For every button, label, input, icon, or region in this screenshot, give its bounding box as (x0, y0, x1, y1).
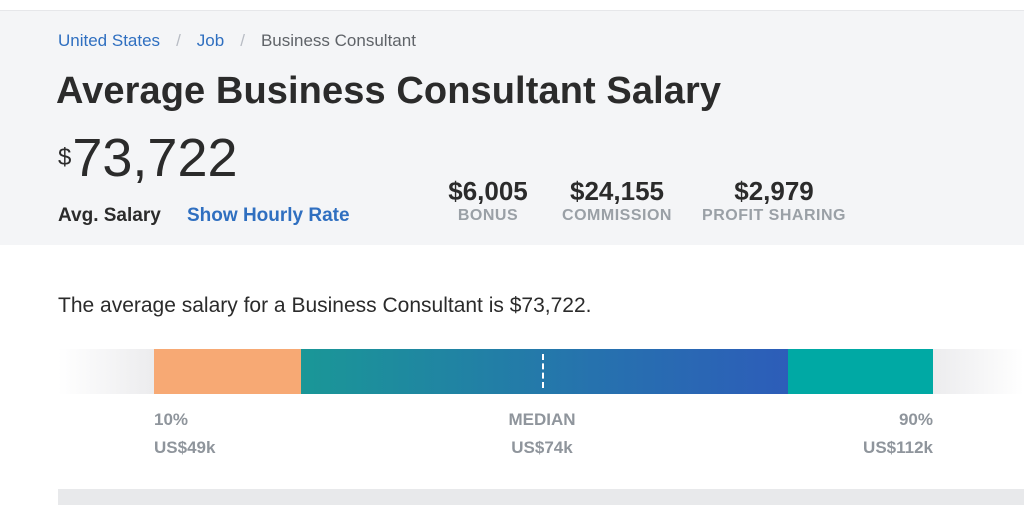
salary-amount: 73,722 (72, 128, 238, 188)
bonus-value: $6,005 (448, 176, 528, 206)
breadcrumb-link-country[interactable]: United States (58, 31, 161, 50)
salary-range-low-segment (154, 349, 301, 394)
profit-sharing-value: $2,979 (734, 176, 814, 206)
percentile-10-label: 10% (154, 410, 189, 429)
salary-summary-text: The average salary for a Business Consul… (58, 294, 592, 317)
next-section-strip (58, 489, 1024, 505)
median-amount: US$74k (511, 438, 573, 457)
breadcrumb: United States / Job / Business Consultan… (58, 31, 416, 51)
profit-sharing-label: PROFIT SHARING (702, 207, 846, 224)
percentile-90: 90% US$112k (813, 406, 933, 462)
salary-range-mid-segment (301, 349, 788, 394)
average-salary: $ 73,722 (58, 128, 238, 188)
salary-header-panel (0, 11, 1024, 245)
breadcrumb-link-job[interactable]: Job (196, 31, 225, 50)
percentile-median: MEDIAN US$74k (477, 406, 607, 462)
median-marker (542, 354, 544, 388)
commission-label: COMMISSION (562, 207, 672, 224)
currency-symbol: $ (58, 144, 72, 171)
page-title: Average Business Consultant Salary (56, 70, 722, 112)
breadcrumb-separator: / (240, 31, 245, 50)
percentile-90-amount: US$112k (863, 438, 933, 457)
avg-salary-label: Avg. Salary (58, 205, 161, 226)
bonus-stat: $6,005 BONUS (440, 176, 536, 225)
top-rule (0, 0, 1024, 11)
salary-range-high-segment (788, 349, 933, 394)
commission-stat: $24,155 COMMISSION (553, 176, 681, 225)
bonus-label: BONUS (457, 207, 519, 224)
median-label: MEDIAN (508, 410, 576, 429)
percentile-10-amount: US$49k (154, 438, 216, 457)
percentile-90-label: 90% (898, 410, 933, 429)
breadcrumb-current: Business Consultant (260, 31, 416, 50)
profit-sharing-stat: $2,979 PROFIT SHARING (698, 176, 850, 225)
show-hourly-rate-link[interactable]: Show Hourly Rate (187, 205, 350, 226)
percentile-10: 10% US$49k (154, 406, 215, 462)
commission-value: $24,155 (570, 176, 664, 206)
breadcrumb-separator: / (176, 31, 181, 50)
